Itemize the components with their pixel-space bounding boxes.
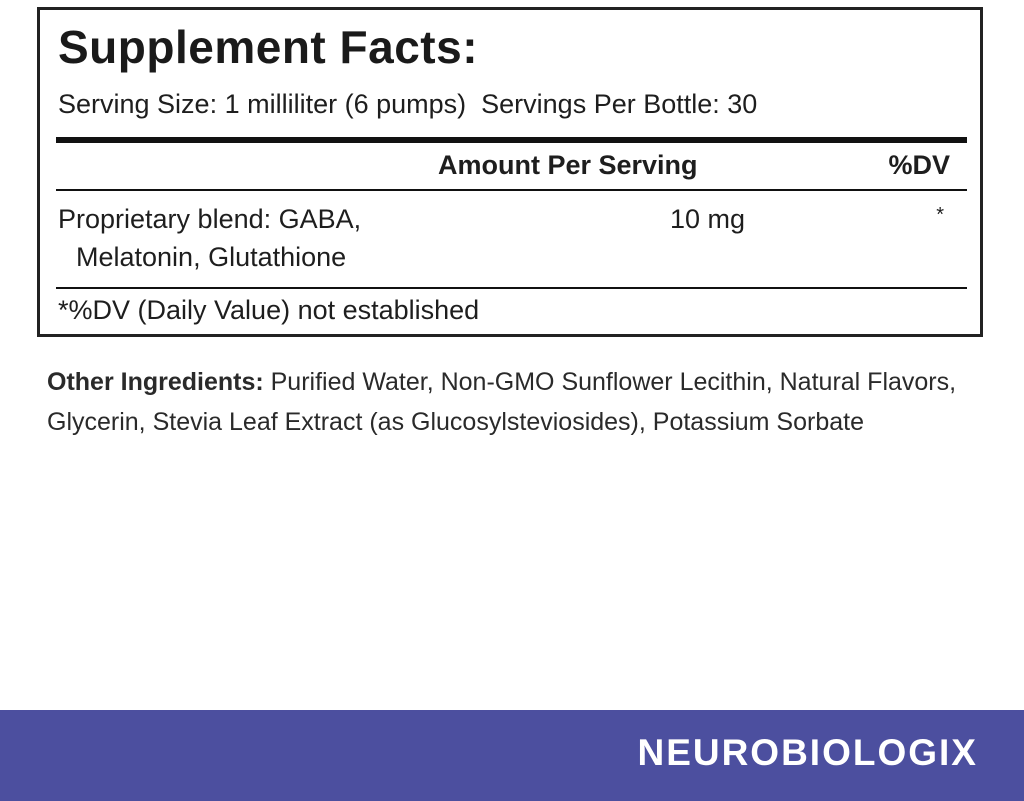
- divider: [56, 189, 967, 191]
- other-ingredients-text: Purified Water, Non-GMO Sunflower Lecith…: [47, 368, 957, 436]
- amount-header: Amount Per Serving: [438, 150, 698, 180]
- dv-footnote: *%DV (Daily Value) not established: [58, 295, 480, 325]
- other-ingredients-label: Other Ingredients:: [47, 368, 264, 396]
- dv-header: %DV: [888, 150, 950, 180]
- thick-divider: [56, 137, 967, 143]
- other-ingredients: Other Ingredients: Purified Water, Non-G…: [47, 362, 1007, 442]
- brand-banner: NEUROBIOLOGIX: [0, 710, 1024, 801]
- brand-logo: NEUROBIOLOGIX: [637, 732, 978, 773]
- ingredient-line: Proprietary blend: GABA,: [58, 204, 362, 234]
- serving-size: Serving Size: 1 milliliter (6 pumps): [58, 89, 467, 119]
- ingredient-amount: 10 mg: [670, 204, 746, 234]
- serving-info: Serving Size: 1 milliliter (6 pumps) Ser…: [58, 89, 757, 120]
- divider: [56, 287, 967, 289]
- ingredient-dv: *: [936, 204, 944, 226]
- servings-per-bottle: Servings Per Bottle: 30: [481, 89, 758, 119]
- ingredient-name: Proprietary blend: GABA, Melatonin, Glut…: [58, 200, 361, 276]
- ingredient-line: Melatonin, Glutathione: [76, 242, 347, 272]
- supplement-facts-panel: Supplement Facts: Serving Size: 1 millil…: [37, 7, 983, 337]
- panel-title: Supplement Facts:: [58, 21, 479, 73]
